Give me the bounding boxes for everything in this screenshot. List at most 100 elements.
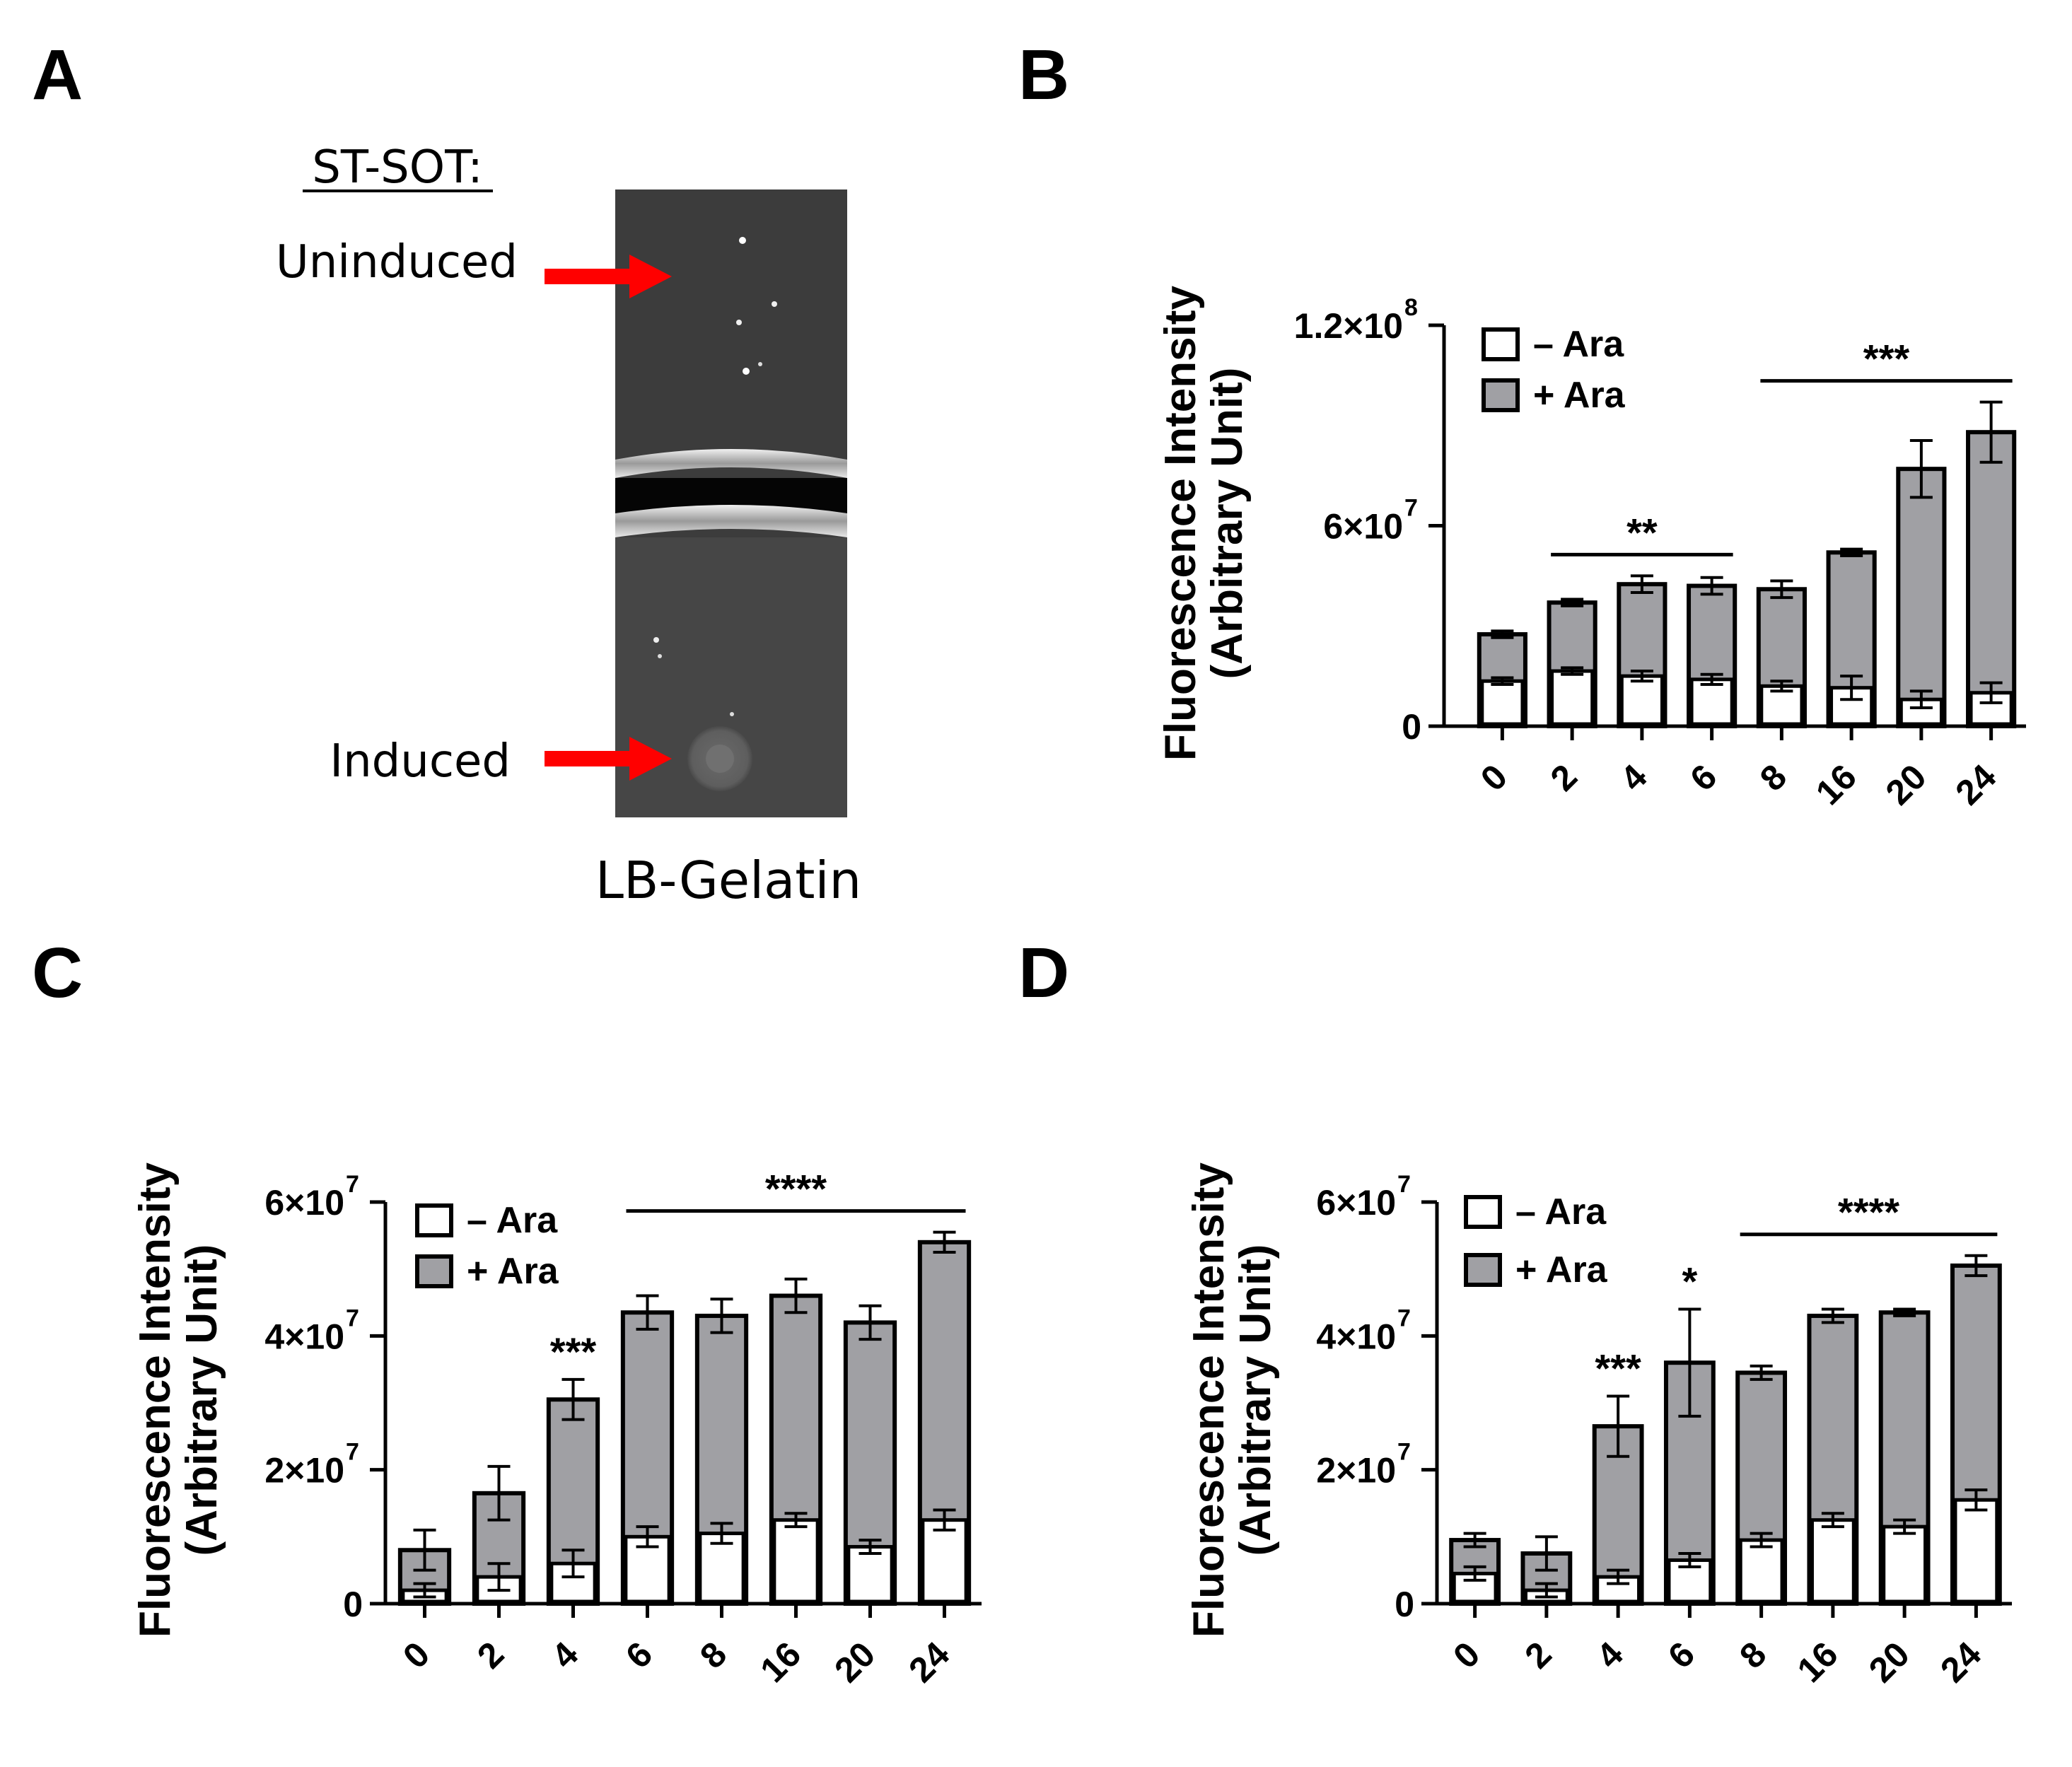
bar-minus-ara: [1689, 677, 1734, 726]
y-tick-exponent: 7: [1397, 1305, 1411, 1331]
y-axis-title: Fluorescence Intensity(Arbitrary Unit): [1156, 286, 1252, 761]
y-tick-base: 1.2×10: [1294, 306, 1403, 346]
y-tick-label: 0: [343, 1585, 363, 1624]
y-tick-label: 6×10: [264, 1183, 344, 1223]
error-bar-plus-ara: [710, 1297, 733, 1334]
y-tick-base: 2×10: [264, 1451, 344, 1491]
error-bar-plus-ara: [1607, 1394, 1630, 1458]
y-axis-title-line: (Arbitrary Unit): [1203, 368, 1252, 680]
plate-label: LB-Gelatin: [595, 851, 861, 910]
error-bar-minus-ara: [1840, 675, 1863, 701]
y-tick-base: 6×10: [1323, 507, 1403, 547]
error-bar-minus-ara: [1491, 676, 1514, 686]
error-bar-minus-ara: [1750, 1532, 1773, 1549]
plate-rim-bottom: [615, 505, 847, 537]
colony: [653, 637, 659, 643]
y-tick-base: 4×10: [1316, 1317, 1396, 1356]
y-tick-base: 0: [1395, 1585, 1414, 1624]
x-tick-label: 0: [1445, 1634, 1487, 1676]
error-bar-plus-ara: [1893, 1307, 1916, 1317]
x-tick-label: 16: [1790, 1634, 1846, 1690]
y-tick-base: 6×10: [264, 1183, 344, 1223]
x-tick-label: 4: [544, 1634, 586, 1676]
error-bar-minus-ara: [933, 1508, 956, 1532]
x-tick-label: 2: [1517, 1634, 1559, 1676]
y-axis-title-line: Fluorescence Intensity: [131, 1162, 180, 1638]
y-tick-exponent: 7: [1397, 1439, 1411, 1466]
legend-label-minus-ara: – Ara: [467, 1200, 558, 1241]
significance-label: ***: [550, 1329, 597, 1374]
error-bar-minus-ara: [413, 1582, 436, 1599]
induced-label: Induced: [330, 735, 511, 788]
x-tick-label: 4: [1612, 757, 1654, 798]
y-tick-label: 4×10: [264, 1317, 344, 1356]
y-tick-label: 0: [1402, 707, 1421, 747]
legend-label-plus-ara: + Ara: [1533, 375, 1626, 416]
induced-arrow: [545, 737, 672, 781]
bar-minus-ara: [1619, 674, 1664, 726]
significance-label: ****: [765, 1167, 827, 1211]
error-bar-plus-ara: [561, 1377, 585, 1421]
legend-label-plus-ara: + Ara: [467, 1251, 559, 1292]
colony: [743, 368, 750, 375]
legend-swatch-minus-ara: [415, 1203, 453, 1237]
legend-swatch-plus-ara: [1482, 378, 1520, 412]
bar-plus-ara: [1966, 430, 2017, 728]
y-axis-title-line: Fluorescence Intensity: [1156, 286, 1205, 761]
y-tick-label: 6×10: [1323, 507, 1403, 547]
error-bar-plus-ara: [1700, 576, 1723, 596]
y-tick-label: 2×10: [1316, 1451, 1396, 1491]
colony: [730, 712, 734, 716]
error-bar-plus-ara: [636, 1294, 659, 1331]
x-tick-label: 20: [827, 1634, 883, 1690]
error-bar-minus-ara: [1463, 1565, 1486, 1582]
error-bar-minus-ara: [1700, 672, 1723, 686]
strain-label: ST-SOT:: [312, 141, 483, 194]
colony: [758, 362, 762, 366]
y-tick-exponent: 8: [1404, 294, 1418, 321]
uninduced-label: Uninduced: [276, 236, 518, 288]
error-bar-minus-ara: [561, 1549, 585, 1579]
error-bar-plus-ara: [1909, 439, 1933, 499]
significance-label: ***: [1863, 337, 1910, 381]
y-tick-exponent: 7: [346, 1171, 359, 1198]
y-tick-base: 4×10: [264, 1317, 344, 1356]
colony: [736, 320, 742, 325]
error-bar-plus-ara: [933, 1230, 956, 1254]
panel-a-photo: ST-SOT: Uninduced Induced LB-Gelatin: [276, 141, 861, 910]
x-tick-label: 6: [1660, 1634, 1702, 1676]
y-tick-base: 2×10: [1316, 1451, 1396, 1491]
y-tick-label: 1.2×10: [1294, 306, 1403, 346]
x-tick-label: 20: [1861, 1634, 1917, 1690]
colony-induced: [706, 745, 734, 773]
error-bar-minus-ara: [1630, 670, 1653, 683]
y-tick-base: 6×10: [1316, 1183, 1396, 1223]
error-bar-plus-ara: [784, 1277, 808, 1314]
error-bar-plus-ara: [1463, 1532, 1486, 1549]
error-bar-minus-ara: [1909, 689, 1933, 710]
error-bar-plus-ara: [1840, 547, 1863, 558]
chart-fitc-collagen-i: 02×10 74×10 76×10 70 2 4 6 8 16 20 24Fluorescence …: [131, 1162, 982, 1690]
x-tick-label: 8: [1752, 757, 1794, 798]
y-axis-title: Fluorescence Intensity(Arbitrary Unit): [1185, 1162, 1280, 1638]
y-axis-title: Fluorescence Intensity(Arbitrary Unit): [131, 1162, 226, 1638]
bar-minus-ara: [1738, 1538, 1784, 1604]
bar-minus-ara: [1953, 1498, 1999, 1604]
y-tick-exponent: 7: [1397, 1171, 1411, 1198]
y-axis-title-line: Fluorescence Intensity: [1185, 1162, 1233, 1638]
legend-swatch-minus-ara: [1464, 1195, 1502, 1229]
panel-letter-a: A: [32, 35, 83, 115]
bar-minus-ara: [772, 1518, 820, 1604]
y-tick-base: 0: [1402, 707, 1421, 747]
bar-minus-ara: [1480, 679, 1525, 726]
y-tick-exponent: 7: [346, 1305, 359, 1331]
x-tick-label: 24: [1948, 757, 2003, 812]
x-tick-label: 2: [1543, 757, 1585, 798]
x-tick-label: 16: [752, 1634, 808, 1690]
x-tick-label: 20: [1878, 757, 1934, 812]
legend-label-plus-ara: + Ara: [1515, 1249, 1608, 1290]
panel-letter-c: C: [32, 933, 83, 1013]
y-tick-label: 0: [1395, 1585, 1414, 1624]
bar-minus-ara: [1550, 669, 1595, 726]
